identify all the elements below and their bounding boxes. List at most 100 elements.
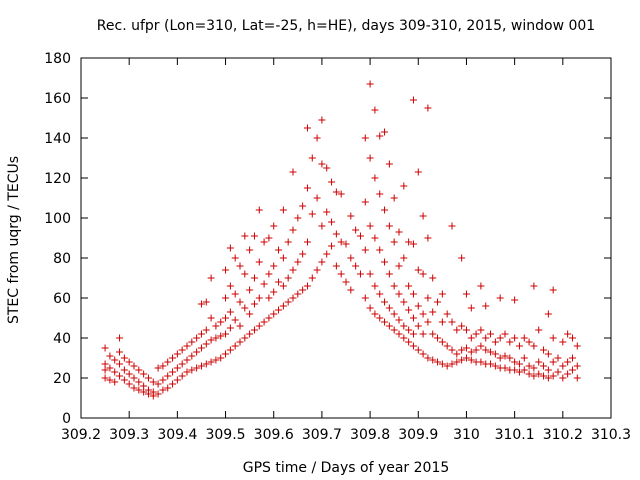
data-point: [289, 226, 297, 234]
data-point: [183, 342, 191, 350]
y-tick-label: 80: [53, 251, 71, 267]
data-point: [207, 336, 215, 344]
data-point: [520, 366, 528, 374]
y-tick-label: 120: [44, 171, 71, 187]
y-tick-label: 160: [44, 91, 71, 107]
plot-frame: [80, 57, 612, 419]
data-point: [308, 210, 316, 218]
data-point: [434, 334, 442, 342]
data-point: [250, 232, 258, 240]
data-point: [116, 360, 124, 368]
data-point: [188, 352, 196, 360]
data-point: [361, 198, 369, 206]
data-point: [140, 370, 148, 378]
data-point: [506, 338, 514, 346]
data-point: [202, 360, 210, 368]
data-point: [381, 258, 389, 266]
data-point: [246, 310, 254, 318]
data-point: [371, 310, 379, 318]
data-point: [260, 280, 268, 288]
data-point: [217, 318, 225, 326]
data-point: [371, 174, 379, 182]
data-point: [222, 294, 230, 302]
data-point: [559, 362, 567, 370]
data-point: [400, 322, 408, 330]
data-point: [188, 366, 196, 374]
data-point: [491, 338, 499, 346]
data-point: [400, 254, 408, 262]
data-point: [279, 282, 287, 290]
data-point: [260, 238, 268, 246]
data-point: [554, 368, 562, 376]
data-point: [284, 238, 292, 246]
data-point: [303, 124, 311, 132]
data-point: [140, 382, 148, 390]
data-point: [530, 342, 538, 350]
data-point: [395, 316, 403, 324]
y-tick-label: 20: [53, 371, 71, 387]
data-point: [414, 302, 422, 310]
data-point: [212, 356, 220, 364]
data-point: [390, 282, 398, 290]
data-point: [549, 358, 557, 366]
data-point: [212, 334, 220, 342]
data-point: [183, 368, 191, 376]
data-point: [564, 370, 572, 378]
data-point: [482, 302, 490, 310]
data-point: [424, 104, 432, 112]
data-point: [337, 270, 345, 278]
data-point: [385, 270, 393, 278]
data-point: [381, 318, 389, 326]
x-tick-label: 310: [453, 427, 480, 443]
data-point: [260, 318, 268, 326]
data-point: [169, 354, 177, 362]
data-point: [496, 294, 504, 302]
data-point: [491, 362, 499, 370]
data-point: [487, 330, 495, 338]
data-point: [236, 322, 244, 330]
data-point: [467, 304, 475, 312]
data-point: [462, 326, 470, 334]
data-point: [371, 282, 379, 290]
data-point: [222, 350, 230, 358]
data-point: [376, 314, 384, 322]
data-point: [231, 254, 239, 262]
x-tick-label: 309.4: [157, 427, 197, 443]
data-point: [511, 366, 519, 374]
data-point: [101, 344, 109, 352]
data-point: [467, 334, 475, 342]
data-point: [395, 290, 403, 298]
data-point: [222, 266, 230, 274]
data-point: [178, 346, 186, 354]
data-point: [313, 194, 321, 202]
data-point: [246, 330, 254, 338]
data-point: [135, 366, 143, 374]
data-point: [414, 346, 422, 354]
data-point: [477, 282, 485, 290]
data-point: [197, 344, 205, 352]
data-point: [443, 310, 451, 318]
data-point: [328, 242, 336, 250]
data-point: [120, 366, 128, 374]
data-point: [424, 318, 432, 326]
data-point: [409, 342, 417, 350]
data-point: [540, 372, 548, 380]
data-point: [356, 270, 364, 278]
data-point: [376, 132, 384, 140]
data-points: [101, 80, 581, 400]
data-point: [328, 178, 336, 186]
data-point: [299, 286, 307, 294]
data-point: [453, 326, 461, 334]
data-point: [530, 282, 538, 290]
data-point: [347, 254, 355, 262]
data-point: [289, 168, 297, 176]
data-point: [125, 380, 133, 388]
data-point: [106, 376, 114, 384]
data-point: [568, 334, 576, 342]
x-tick-label: 310.2: [543, 427, 583, 443]
data-point: [130, 384, 138, 392]
data-point: [101, 374, 109, 382]
data-point: [236, 262, 244, 270]
data-point: [501, 352, 509, 360]
data-point: [313, 266, 321, 274]
